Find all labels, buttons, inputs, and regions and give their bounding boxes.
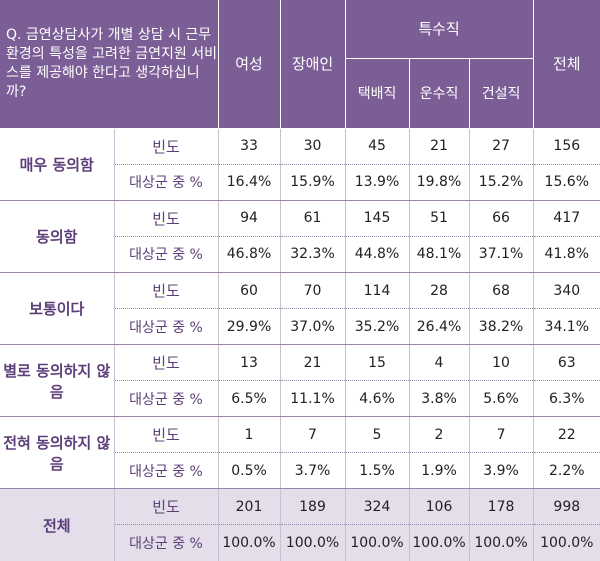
cell-freq-total: 340 bbox=[533, 272, 600, 310]
cell-pct-construction: 3.9% bbox=[469, 452, 534, 490]
cell-freq-construction: 10 bbox=[469, 344, 534, 382]
cell-pct-disabled: 32.3% bbox=[280, 236, 346, 273]
cell-pct-delivery: 100.0% bbox=[345, 524, 410, 561]
cell-freq-disabled: 189 bbox=[280, 488, 346, 526]
row-category: 동의함 bbox=[0, 200, 115, 273]
cell-freq-total: 22 bbox=[533, 416, 600, 454]
cell-pct-construction: 100.0% bbox=[469, 524, 534, 561]
cell-pct-disabled: 3.7% bbox=[280, 452, 346, 490]
cell-freq-women: 33 bbox=[218, 128, 281, 165]
group-header-special: 특수직 bbox=[344, 0, 534, 59]
cell-pct-women: 0.5% bbox=[218, 452, 281, 490]
cell-pct-disabled: 15.9% bbox=[280, 164, 346, 201]
cell-freq-total: 156 bbox=[533, 128, 600, 165]
cell-pct-delivery: 44.8% bbox=[345, 236, 410, 273]
cell-pct-women: 29.9% bbox=[218, 308, 281, 346]
cell-pct-transport: 19.8% bbox=[409, 164, 470, 201]
question-header: Q. 금연상담사가 개별 상담 시 근무환경의 특성을 고려한 금연지원 서비스… bbox=[0, 0, 219, 129]
cell-freq-disabled: 70 bbox=[280, 272, 346, 310]
cell-freq-disabled: 21 bbox=[280, 344, 346, 382]
cell-pct-women: 100.0% bbox=[218, 524, 281, 561]
cell-freq-transport: 4 bbox=[409, 344, 470, 382]
cell-freq-construction: 27 bbox=[469, 128, 534, 165]
cell-freq-delivery: 114 bbox=[345, 272, 410, 310]
row-label-pct: 대상군 중 % bbox=[114, 380, 219, 418]
row-category: 별로 동의하지 않음 bbox=[0, 344, 115, 418]
col-header-total: 전체 bbox=[532, 0, 600, 129]
cell-freq-delivery: 5 bbox=[345, 416, 410, 454]
cell-freq-construction: 178 bbox=[469, 488, 534, 526]
row-category: 매우 동의함 bbox=[0, 128, 115, 201]
cell-pct-construction: 5.6% bbox=[469, 380, 534, 418]
cell-pct-delivery: 35.2% bbox=[345, 308, 410, 346]
cell-pct-disabled: 11.1% bbox=[280, 380, 346, 418]
cell-pct-delivery: 13.9% bbox=[345, 164, 410, 201]
cell-pct-disabled: 100.0% bbox=[280, 524, 346, 561]
cell-freq-total: 417 bbox=[533, 200, 600, 237]
row-label-pct: 대상군 중 % bbox=[114, 452, 219, 490]
cell-freq-women: 201 bbox=[218, 488, 281, 526]
cell-freq-women: 1 bbox=[218, 416, 281, 454]
cell-freq-transport: 21 bbox=[409, 128, 470, 165]
cell-pct-transport: 1.9% bbox=[409, 452, 470, 490]
col-header-delivery: 택배직 bbox=[344, 58, 410, 129]
cell-pct-delivery: 1.5% bbox=[345, 452, 410, 490]
cell-freq-disabled: 61 bbox=[280, 200, 346, 237]
row-label-freq: 빈도 bbox=[114, 272, 219, 310]
cell-pct-transport: 100.0% bbox=[409, 524, 470, 561]
row-category: 보통이다 bbox=[0, 272, 115, 346]
row-label-freq: 빈도 bbox=[114, 128, 219, 165]
cell-freq-transport: 106 bbox=[409, 488, 470, 526]
cell-freq-delivery: 145 bbox=[345, 200, 410, 237]
cell-freq-construction: 7 bbox=[469, 416, 534, 454]
cell-pct-construction: 15.2% bbox=[469, 164, 534, 201]
cell-pct-transport: 3.8% bbox=[409, 380, 470, 418]
cell-pct-women: 16.4% bbox=[218, 164, 281, 201]
cell-freq-disabled: 30 bbox=[280, 128, 346, 165]
cell-pct-transport: 48.1% bbox=[409, 236, 470, 273]
row-label-pct: 대상군 중 % bbox=[114, 164, 219, 201]
cell-freq-transport: 28 bbox=[409, 272, 470, 310]
cell-freq-construction: 66 bbox=[469, 200, 534, 237]
cell-pct-construction: 37.1% bbox=[469, 236, 534, 273]
cell-freq-total: 63 bbox=[533, 344, 600, 382]
cell-pct-delivery: 4.6% bbox=[345, 380, 410, 418]
cell-pct-women: 6.5% bbox=[218, 380, 281, 418]
cell-pct-construction: 38.2% bbox=[469, 308, 534, 346]
cell-freq-women: 94 bbox=[218, 200, 281, 237]
cell-freq-delivery: 15 bbox=[345, 344, 410, 382]
col-header-women: 여성 bbox=[217, 0, 281, 129]
row-label-pct: 대상군 중 % bbox=[114, 524, 219, 561]
row-category: 전혀 동의하지 않음 bbox=[0, 416, 115, 490]
row-label-freq: 빈도 bbox=[114, 416, 219, 454]
col-header-transport: 운수직 bbox=[408, 58, 470, 129]
col-header-construction: 건설직 bbox=[468, 58, 534, 129]
cell-pct-total: 2.2% bbox=[533, 452, 600, 490]
cell-pct-total: 15.6% bbox=[533, 164, 600, 201]
cell-pct-total: 100.0% bbox=[533, 524, 600, 561]
cell-freq-construction: 68 bbox=[469, 272, 534, 310]
cell-pct-total: 6.3% bbox=[533, 380, 600, 418]
row-label-freq: 빈도 bbox=[114, 344, 219, 382]
row-label-pct: 대상군 중 % bbox=[114, 236, 219, 273]
cell-freq-women: 60 bbox=[218, 272, 281, 310]
cell-freq-transport: 2 bbox=[409, 416, 470, 454]
cell-pct-disabled: 37.0% bbox=[280, 308, 346, 346]
cell-pct-transport: 26.4% bbox=[409, 308, 470, 346]
row-label-freq: 빈도 bbox=[114, 200, 219, 237]
row-category: 전체 bbox=[0, 488, 115, 561]
cell-freq-disabled: 7 bbox=[280, 416, 346, 454]
cell-pct-total: 41.8% bbox=[533, 236, 600, 273]
cell-freq-delivery: 45 bbox=[345, 128, 410, 165]
cell-pct-total: 34.1% bbox=[533, 308, 600, 346]
cell-freq-delivery: 324 bbox=[345, 488, 410, 526]
row-label-pct: 대상군 중 % bbox=[114, 308, 219, 346]
cell-pct-women: 46.8% bbox=[218, 236, 281, 273]
cell-freq-women: 13 bbox=[218, 344, 281, 382]
cell-freq-transport: 51 bbox=[409, 200, 470, 237]
col-header-disabled: 장애인 bbox=[279, 0, 346, 129]
row-label-freq: 빈도 bbox=[114, 488, 219, 526]
cell-freq-total: 998 bbox=[533, 488, 600, 526]
